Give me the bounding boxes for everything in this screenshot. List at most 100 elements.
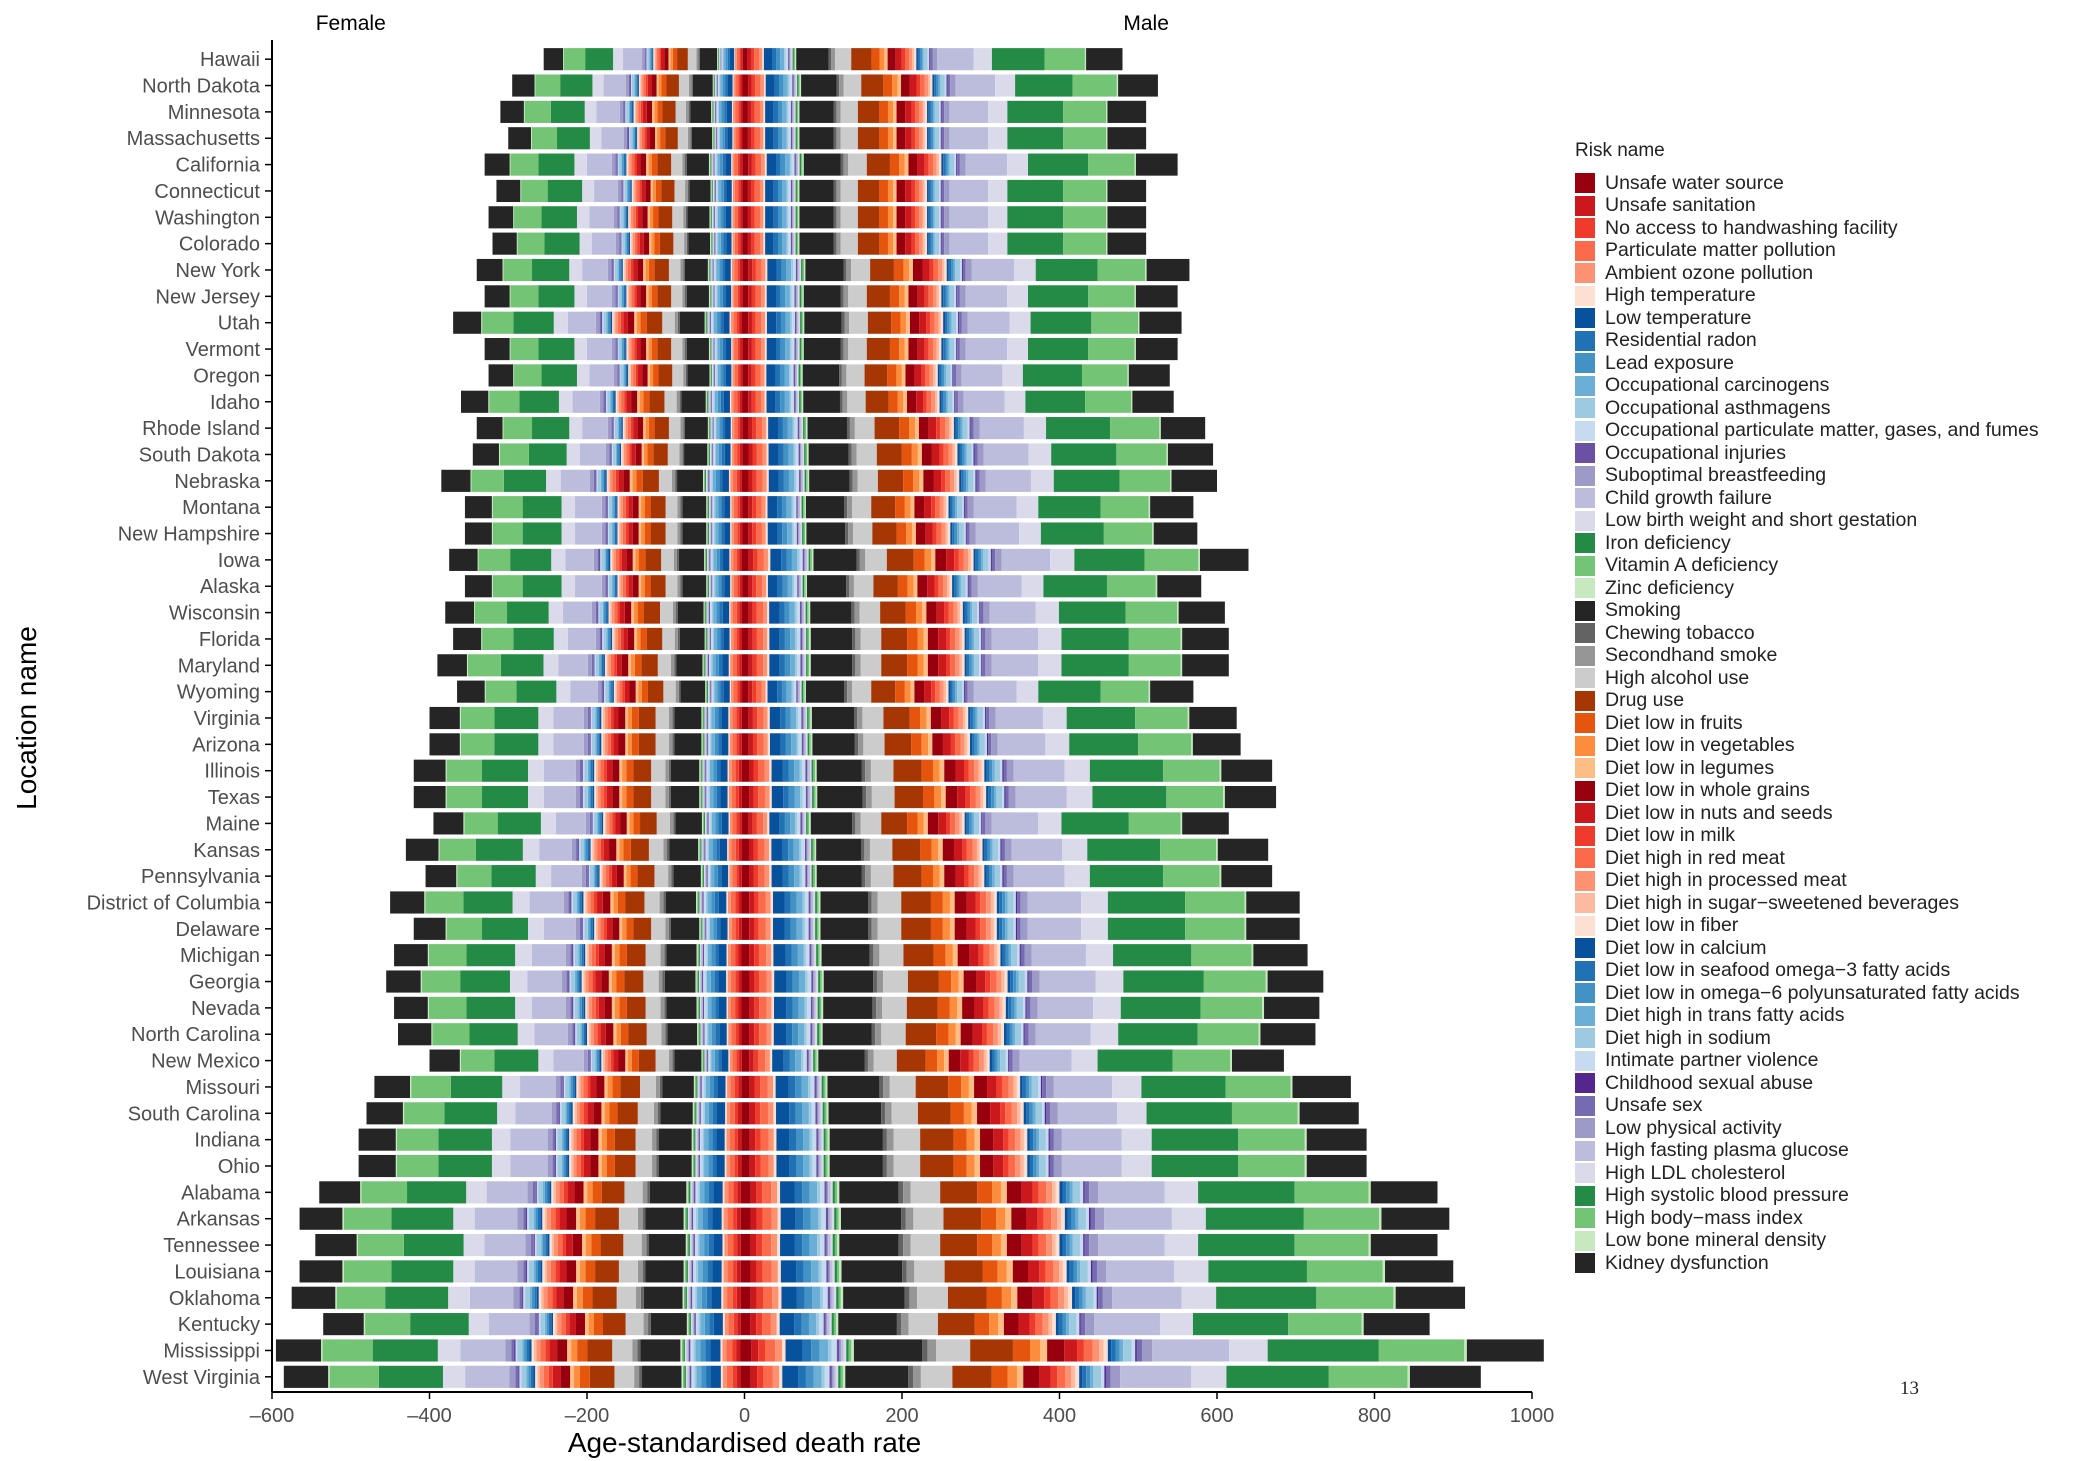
bar-segment-female	[449, 548, 478, 571]
bar-segment-female	[598, 812, 601, 835]
bar-segment-male	[974, 865, 979, 888]
bar-segment-male	[934, 179, 940, 203]
bar-segment-male	[763, 100, 766, 123]
bar-segment-male	[796, 706, 799, 730]
bar-segment-male	[1001, 970, 1005, 993]
bar-segment-female	[693, 1207, 696, 1230]
bar-segment-female	[727, 838, 729, 861]
bar-segment-female	[709, 311, 710, 334]
bar-segment-female	[675, 680, 679, 703]
bar-segment-female	[721, 179, 724, 203]
bar-segment-male	[868, 917, 872, 940]
bar-segment-female	[712, 153, 714, 176]
bar-segment-male	[1085, 1313, 1095, 1336]
bar-segment-female	[605, 1023, 614, 1046]
bar-segment-female	[708, 153, 710, 176]
bar-segment-female	[718, 179, 722, 203]
bar-segment-female	[626, 179, 629, 203]
bar-segment-male	[1017, 891, 1021, 914]
bar-segment-female	[712, 337, 714, 361]
bar-segment-male	[929, 48, 931, 71]
bar-segment-female	[605, 865, 610, 888]
bar-segment-male	[775, 390, 781, 413]
bar-segment-male	[887, 179, 894, 203]
bar-segment-male	[817, 944, 820, 967]
bar-segment-male	[802, 1181, 810, 1204]
bar-segment-male	[933, 944, 946, 967]
bar-segment-female	[702, 1128, 705, 1151]
bar-segment-male	[984, 865, 987, 888]
bar-segment-male	[1052, 1313, 1056, 1336]
bar-segment-male	[796, 917, 803, 940]
bar-segment-female	[609, 838, 617, 861]
bar-segment-male	[1047, 1339, 1065, 1362]
bar-segment-male	[773, 1023, 787, 1046]
bar-segment-male	[985, 627, 992, 651]
bar-segment-male	[1159, 417, 1161, 440]
bar-segment-female	[587, 1181, 593, 1204]
bar-segment-female	[566, 1207, 577, 1230]
bar-segment-female	[603, 311, 607, 334]
bar-segment-male	[1020, 1102, 1024, 1125]
bar-segment-male	[780, 1260, 797, 1283]
bar-segment-male	[823, 996, 873, 1019]
bar-segment-female	[517, 1260, 524, 1283]
bar-segment-female	[707, 812, 709, 835]
bar-segment-female	[625, 100, 627, 123]
bar-segment-male	[994, 944, 998, 967]
bar-segment-male	[802, 153, 804, 176]
bar-segment-male	[1084, 48, 1087, 71]
bar-segment-female	[710, 812, 712, 835]
bar-segment-female	[728, 1049, 730, 1072]
bar-segment-male	[958, 417, 961, 440]
bar-segment-male	[1000, 1102, 1006, 1125]
bar-segment-male	[799, 390, 801, 413]
bar-segment-female	[618, 443, 620, 466]
bar-segment-male	[762, 417, 767, 440]
bar-segment-male	[857, 232, 880, 255]
bar-segment-female	[475, 601, 508, 624]
bar-segment-male	[803, 258, 806, 282]
bar-segment-female	[674, 706, 702, 730]
bar-segment-male	[991, 627, 1039, 651]
bar-segment-female	[618, 390, 622, 413]
bar-segment-female	[712, 1102, 718, 1125]
bar-segment-male	[1048, 1128, 1050, 1151]
bar-segment-male	[961, 258, 963, 282]
bar-segment-female	[661, 1023, 666, 1046]
bar-segment-female	[710, 179, 712, 203]
bar-segment-female	[589, 838, 591, 861]
bar-segment-female	[708, 285, 710, 308]
bar-segment-female	[728, 654, 731, 677]
bar-segment-male	[792, 417, 795, 440]
bar-segment-female	[648, 417, 655, 440]
bar-segment-male	[803, 812, 805, 835]
bar-segment-male	[788, 838, 794, 861]
bar-segment-female	[635, 364, 639, 387]
bar-segment-male	[788, 865, 795, 888]
bar-segment-male	[1136, 1339, 1143, 1362]
bar-segment-female	[466, 996, 516, 1019]
bar-segment-male	[959, 311, 962, 334]
bar-segment-female	[730, 496, 732, 519]
bar-segment-male	[805, 680, 845, 703]
bar-segment-female	[715, 469, 720, 492]
bar-segment-male	[1079, 1365, 1083, 1388]
bar-segment-female	[737, 1154, 742, 1178]
bar-segment-male	[1182, 812, 1229, 835]
bar-segment-male	[1049, 1102, 1058, 1125]
bar-segment-female	[737, 575, 740, 598]
bar-segment-female	[695, 1181, 699, 1204]
bar-segment-male	[799, 232, 834, 255]
bar-segment-female	[585, 865, 588, 888]
bar-segment-female	[690, 100, 712, 123]
bar-segment-male	[796, 469, 800, 492]
bar-segment-female	[678, 548, 705, 571]
bar-segment-female	[668, 785, 671, 809]
bar-segment-male	[751, 364, 756, 387]
bar-segment-female	[696, 970, 698, 993]
bar-segment-male	[744, 522, 749, 545]
bar-segment-female	[569, 1313, 576, 1336]
bar-segment-female	[569, 970, 571, 993]
bar-segment-female	[728, 785, 732, 809]
